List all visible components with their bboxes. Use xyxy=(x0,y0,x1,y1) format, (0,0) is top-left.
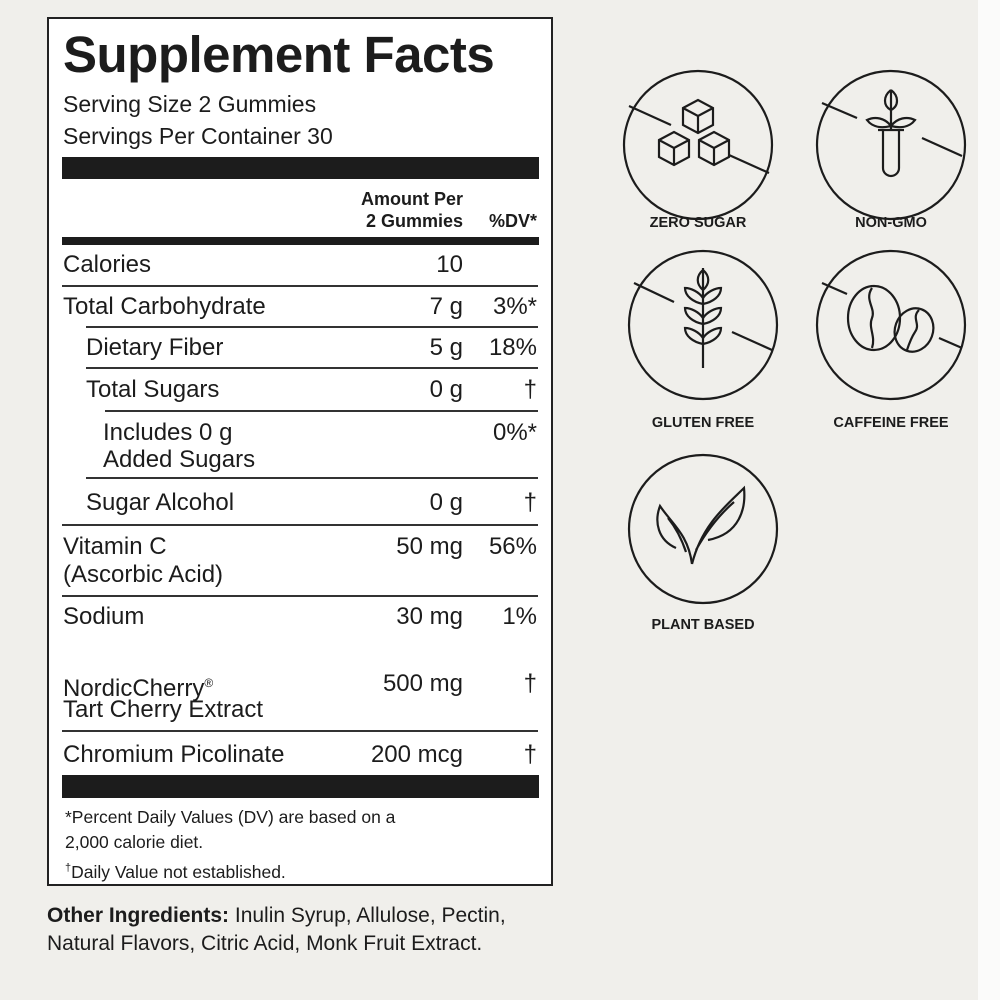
row-divider xyxy=(62,524,538,526)
row-vitamin-c-amount: 50 mg xyxy=(396,533,463,560)
row-calories-name: Calories xyxy=(63,251,152,278)
row-divider xyxy=(86,477,538,479)
row-total-carbohydrate-name: Total Carbohydrate xyxy=(63,293,266,320)
row-added-sugars-name: Includes 0 g xyxy=(103,419,233,446)
row-sodium-amount: 30 mg xyxy=(396,603,463,630)
row-divider xyxy=(62,285,538,287)
other-ingredients-text: Inulin Syrup, Allulose, Pectin, Natural … xyxy=(47,904,506,955)
right-edge-strip xyxy=(978,0,1000,1000)
row-total-sugars-name: Total Sugars xyxy=(86,376,220,403)
row-vitamin-c-name-line2: (Ascorbic Acid) xyxy=(63,561,224,588)
footnote-dagger-text: Daily Value not established. xyxy=(71,861,286,882)
row-chromium-picolinate-amount: 200 mcg xyxy=(370,741,463,768)
servings-per-container: Servings Per Container 30 xyxy=(63,123,333,149)
badge-label-non-gmo: NON-GMO xyxy=(855,215,927,231)
row-divider xyxy=(62,730,538,732)
row-sodium-name: Sodium xyxy=(63,603,145,630)
leaves-icon xyxy=(627,453,779,605)
row-sodium-dv: 1% xyxy=(502,603,537,630)
row-vitamin-c-dv: 56% xyxy=(488,533,537,560)
dagger-mark: † xyxy=(65,862,72,874)
serving-size: Serving Size 2 Gummies xyxy=(63,91,317,117)
row-dietary-fiber-dv: 18% xyxy=(488,334,537,361)
row-sugar-alcohol-name: Sugar Alcohol xyxy=(86,489,235,516)
row-nordiccherry-dv: † xyxy=(523,670,537,697)
row-dietary-fiber-name: Dietary Fiber xyxy=(86,334,224,361)
footnote-dv: *Percent Daily Values (DV) are based on … xyxy=(65,807,396,827)
row-nordiccherry-name: NordicCherry® xyxy=(63,670,213,702)
row-nordiccherry-name-line2: Tart Cherry Extract xyxy=(63,696,264,723)
row-total-carbohydrate-dv: 3%* xyxy=(492,293,537,320)
medium-divider xyxy=(62,237,539,245)
wheat-icon xyxy=(627,249,779,401)
thick-divider xyxy=(62,775,539,798)
registered-mark: ® xyxy=(204,676,214,690)
amount-header-line1: Amount Per xyxy=(360,189,463,209)
row-chromium-picolinate-name: Chromium Picolinate xyxy=(63,741,285,768)
row-calories-amount: 10 xyxy=(436,251,463,278)
row-total-carbohydrate-amount: 7 g xyxy=(429,293,463,320)
plant-test-tube-icon xyxy=(815,69,967,221)
amount-header-line2: 2 Gummies xyxy=(365,211,463,231)
row-divider xyxy=(86,326,538,328)
badge-label-caffeine-free: CAFFEINE FREE xyxy=(833,415,949,431)
dv-header: %DV* xyxy=(488,211,537,231)
amount-header: Amount Per 2 Gummies xyxy=(361,188,463,232)
row-divider xyxy=(105,410,538,412)
row-divider xyxy=(86,367,538,369)
thick-divider xyxy=(62,157,539,179)
row-total-sugars-amount: 0 g xyxy=(429,376,463,403)
other-ingredients: Other Ingredients: Inulin Syrup, Allulos… xyxy=(47,902,537,958)
row-sugar-alcohol-amount: 0 g xyxy=(429,489,463,516)
badge-label-plant-based: PLANT BASED xyxy=(651,617,755,633)
badge-label-zero-sugar: ZERO SUGAR xyxy=(649,215,747,231)
row-added-sugars-name-line2: Added Sugars xyxy=(103,446,256,473)
sugar-cubes-icon xyxy=(622,69,774,221)
row-sugar-alcohol-dv: † xyxy=(523,489,537,516)
row-added-sugars-dv: 0%* xyxy=(492,419,537,446)
other-ingredients-label: Other Ingredients: xyxy=(47,904,230,927)
badge-label-gluten-free: GLUTEN FREE xyxy=(651,415,755,431)
row-nordiccherry-amount: 500 mg xyxy=(382,670,463,697)
coffee-beans-icon xyxy=(815,249,967,401)
footnote-calorie: 2,000 calorie diet. xyxy=(65,832,204,852)
row-total-sugars-dv: † xyxy=(523,376,537,403)
supplement-facts-label: Supplement Facts Serving Size 2 Gummies … xyxy=(47,17,553,886)
row-chromium-picolinate-dv: † xyxy=(523,741,537,768)
footnote-dagger: †Daily Value not established. xyxy=(65,856,286,885)
row-vitamin-c-name: Vitamin C xyxy=(63,533,167,560)
label-title: Supplement Facts xyxy=(63,26,495,83)
row-nordiccherry-name-text: NordicCherry xyxy=(63,675,205,702)
row-divider xyxy=(62,595,538,597)
row-dietary-fiber-amount: 5 g xyxy=(429,334,463,361)
